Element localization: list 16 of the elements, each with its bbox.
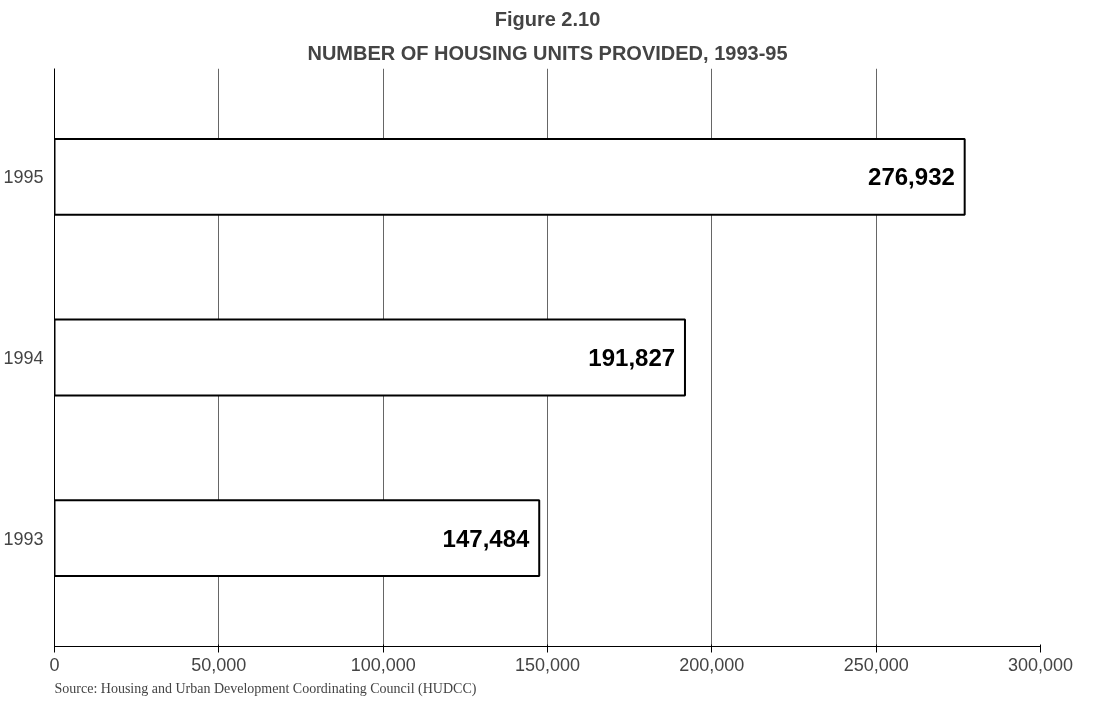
x-tick-label: 200,000 xyxy=(679,654,745,675)
data-label: 191,827 xyxy=(588,344,676,371)
x-tick-label: 150,000 xyxy=(514,654,581,675)
source-note: Source: Housing and Urban Development Coordinating Council (HUDCC) xyxy=(54,680,477,697)
data-label: 147,484 xyxy=(442,524,531,552)
x-tick-label: 50,000 xyxy=(191,654,247,675)
chart-title: Figure 2.10 xyxy=(494,7,601,30)
y-tick-label: 1994 xyxy=(3,348,44,368)
x-tick-label: 300,000 xyxy=(1007,654,1074,675)
x-tick-label: 250,000 xyxy=(843,654,909,675)
x-tick-label: 100,000 xyxy=(350,654,416,675)
x-tick-label: 0 xyxy=(49,654,60,675)
y-tick-label: 1993 xyxy=(3,528,44,549)
data-label: 276,932 xyxy=(868,163,955,191)
y-tick-label: 1995 xyxy=(3,167,44,188)
chart-subtitle: NUMBER OF HOUSING UNITS PROVIDED, 1993-95 xyxy=(307,41,788,64)
